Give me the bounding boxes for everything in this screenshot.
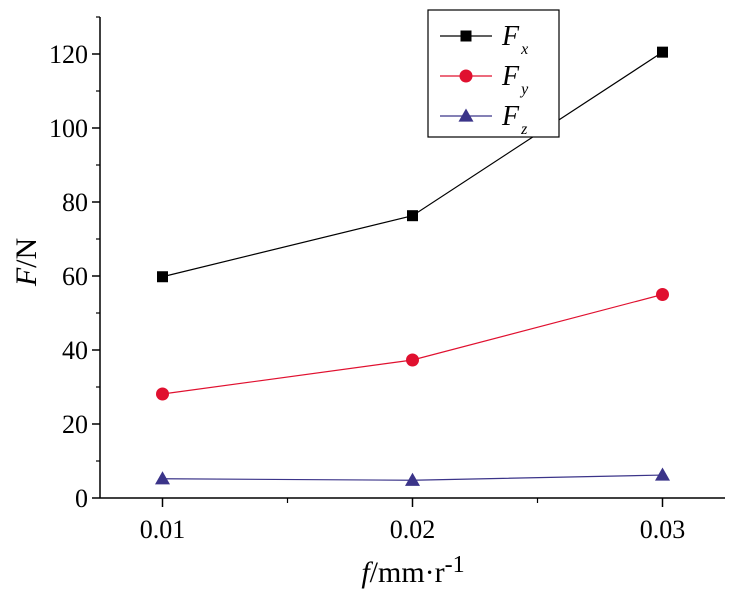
series-y <box>156 288 669 401</box>
data-point-z <box>655 467 670 481</box>
y-tick-label: 60 <box>62 262 88 291</box>
y-axis-ticks: 0 20 40 60 80 100 120 <box>49 16 100 513</box>
data-point-x <box>407 210 418 222</box>
x-axis-title-unit: /mm·r <box>370 556 445 589</box>
legend-marker <box>458 108 474 122</box>
y-axis-title-unit: /N <box>10 238 43 268</box>
series-line-x <box>162 51 663 278</box>
y-tick-label: 0 <box>75 484 88 513</box>
series-layer <box>155 46 670 486</box>
series-x <box>157 46 668 283</box>
y-tick-label: 40 <box>62 336 88 365</box>
x-axis-ticks: 0.01 0.02 0.03 <box>140 498 686 544</box>
x-axis-title-sup: -1 <box>445 552 465 578</box>
x-tick-label: 0.01 <box>140 515 186 544</box>
y-tick-label: 20 <box>62 410 88 439</box>
data-point-y <box>656 288 669 301</box>
axes <box>99 17 725 499</box>
legend-marker <box>459 69 473 83</box>
data-point-z <box>155 471 170 485</box>
y-tick-label: 100 <box>49 114 88 143</box>
x-tick-label: 0.02 <box>390 515 436 544</box>
series-line-y <box>162 293 663 395</box>
y-axis-title-var: F <box>10 267 43 287</box>
legend-box <box>427 9 560 138</box>
legend-marker <box>460 30 472 42</box>
data-point-x <box>657 46 668 58</box>
data-point-x <box>157 271 168 283</box>
y-axis-title: F/N <box>10 238 43 287</box>
data-point-z <box>405 472 420 486</box>
y-tick-label: 80 <box>62 188 88 217</box>
data-point-y <box>406 353 419 367</box>
series-z <box>155 467 670 486</box>
x-tick-label: 0.03 <box>640 515 686 544</box>
x-axis-title: f/mm·r-1 <box>361 552 464 589</box>
y-tick-label: 120 <box>49 40 88 69</box>
data-point-y <box>156 387 169 401</box>
